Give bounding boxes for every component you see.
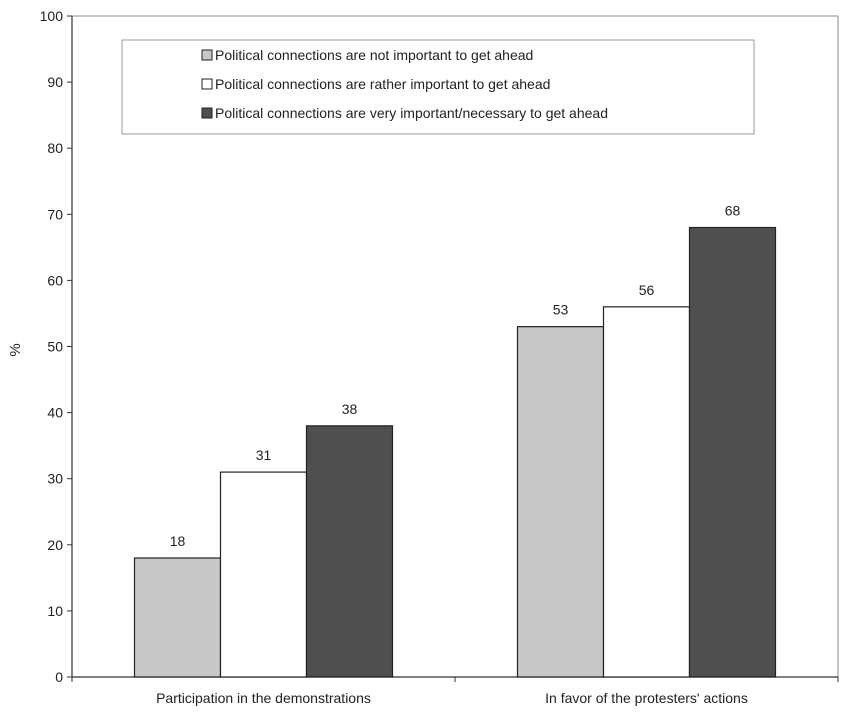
bar-value-label: 53 bbox=[553, 302, 569, 318]
y-tick-label: 50 bbox=[47, 339, 63, 355]
y-tick-label: 20 bbox=[47, 537, 63, 553]
bar bbox=[305, 425, 394, 678]
y-tick-label: 70 bbox=[47, 206, 63, 222]
axes: 0 10 20 30 40 50 60 70 80 90 100 Participation in t… bbox=[40, 8, 839, 706]
y-tick-label: 100 bbox=[40, 8, 64, 24]
legend-label: Political connections are very important… bbox=[215, 105, 608, 121]
legend: Political connections are not important … bbox=[121, 39, 755, 135]
x-category-label: Participation in the demonstrations bbox=[156, 690, 371, 706]
y-tick-label: 10 bbox=[47, 603, 63, 619]
bar-value-label: 68 bbox=[725, 203, 741, 219]
legend-label: Political connections are not important … bbox=[215, 47, 533, 63]
bar bbox=[133, 557, 222, 678]
y-tick-label: 90 bbox=[47, 74, 63, 90]
y-tick-label: 80 bbox=[47, 140, 63, 156]
legend-swatch bbox=[201, 78, 213, 90]
x-category-label: In favor of the protesters' actions bbox=[545, 690, 748, 706]
bar-value-label: 31 bbox=[256, 447, 272, 463]
bar-value-label: 38 bbox=[342, 401, 358, 417]
bar bbox=[516, 326, 605, 678]
bar bbox=[688, 226, 777, 678]
legend-box bbox=[121, 39, 755, 135]
bars: 18 31 38 53 56 68 bbox=[133, 203, 777, 678]
legend-label: Political connections are rather importa… bbox=[215, 76, 550, 92]
bar bbox=[219, 471, 308, 678]
bar-value-label: 18 bbox=[170, 533, 186, 549]
y-tick-label: 0 bbox=[55, 669, 63, 685]
legend-swatch bbox=[201, 107, 213, 119]
bar bbox=[602, 306, 691, 678]
bar-value-label: 56 bbox=[639, 282, 655, 298]
y-tick-label: 60 bbox=[47, 272, 63, 288]
legend-swatch bbox=[201, 49, 213, 61]
y-tick-label: 40 bbox=[47, 405, 63, 421]
y-tick-label: 30 bbox=[47, 471, 63, 487]
y-axis-title: % bbox=[7, 343, 24, 356]
